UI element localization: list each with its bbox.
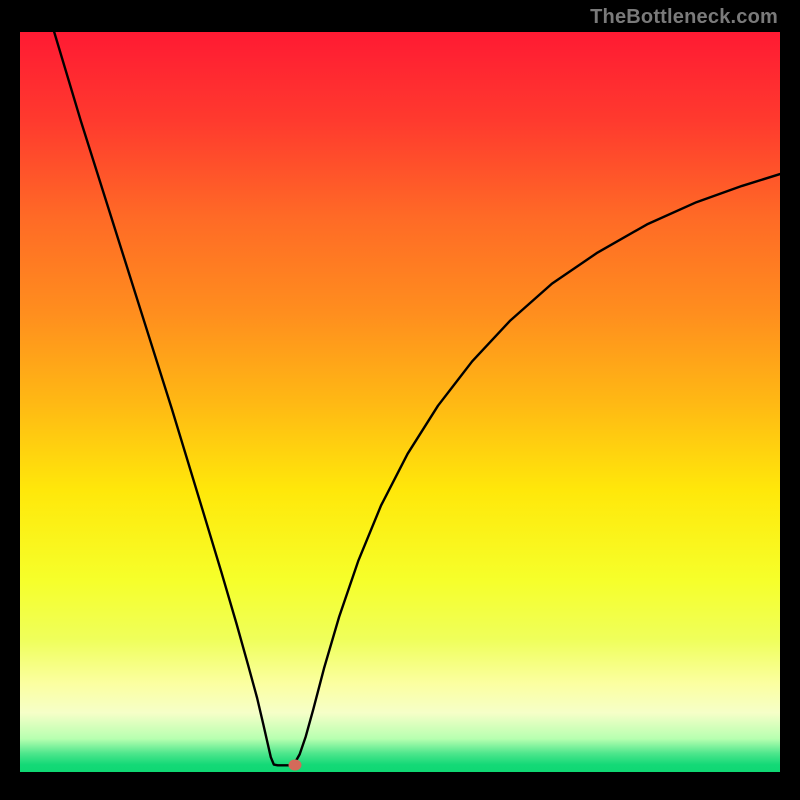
plot-area <box>20 32 780 772</box>
gradient-background <box>20 32 780 772</box>
optimal-point-marker <box>289 760 302 771</box>
watermark-text: TheBottleneck.com <box>590 6 778 29</box>
